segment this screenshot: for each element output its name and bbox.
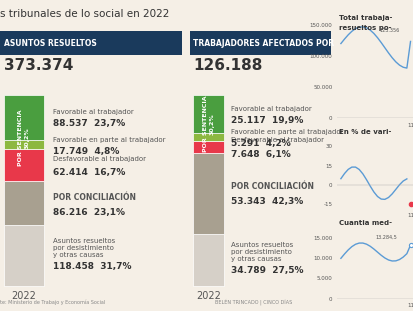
Text: Asuntos resueltos
por desistimiento
y otras causas: Asuntos resueltos por desistimiento y ot… — [231, 242, 293, 262]
Text: Favorable en parte al trabajador: Favorable en parte al trabajador — [231, 129, 343, 135]
Text: 5.291  4,2%: 5.291 4,2% — [231, 139, 290, 148]
Text: Favorable al trabajador: Favorable al trabajador — [231, 106, 311, 112]
FancyBboxPatch shape — [4, 140, 44, 149]
Text: 7.648  6,1%: 7.648 6,1% — [231, 150, 290, 159]
Text: 13.284,5: 13.284,5 — [374, 235, 396, 240]
Text: 34.789  27,5%: 34.789 27,5% — [231, 266, 303, 275]
Text: POR SENTENCIA
30,2%: POR SENTENCIA 30,2% — [203, 95, 214, 152]
FancyBboxPatch shape — [4, 95, 44, 140]
Text: En % de vari-: En % de vari- — [338, 129, 390, 136]
Text: Desfavorable al trabajador: Desfavorable al trabajador — [231, 137, 323, 143]
Text: Total trabaja-: Total trabaja- — [338, 15, 392, 21]
FancyBboxPatch shape — [4, 225, 44, 286]
Text: ASUNTOS RESUELTOS: ASUNTOS RESUELTOS — [4, 39, 96, 48]
Text: Favorable al trabajador: Favorable al trabajador — [53, 109, 133, 115]
Text: Asuntos resueltos
por desistimiento
y otras causas: Asuntos resueltos por desistimiento y ot… — [53, 238, 115, 258]
Text: POR CONCILIACIÓN: POR CONCILIACIÓN — [231, 182, 313, 191]
Text: 53.343  42,3%: 53.343 42,3% — [231, 197, 303, 207]
Text: resueltos po-: resueltos po- — [338, 25, 391, 30]
Text: Cuantia med-: Cuantia med- — [338, 220, 391, 226]
FancyBboxPatch shape — [193, 133, 224, 141]
FancyBboxPatch shape — [190, 31, 330, 55]
FancyBboxPatch shape — [0, 31, 182, 55]
FancyBboxPatch shape — [4, 149, 44, 181]
Text: te: Ministerio de Trabajo y Economía Social: te: Ministerio de Trabajo y Economía Soc… — [0, 299, 105, 305]
FancyBboxPatch shape — [193, 141, 224, 153]
Text: 2022: 2022 — [196, 291, 221, 301]
Text: POR SENTENCIA
30,2%: POR SENTENCIA 30,2% — [18, 110, 29, 166]
Text: 118.458  31,7%: 118.458 31,7% — [53, 262, 131, 271]
Text: 88.537  23,7%: 88.537 23,7% — [53, 119, 125, 128]
Text: TRABAJADORES AFECTADOS POR DESPIDOS: TRABAJADORES AFECTADOS POR DESPIDOS — [193, 39, 380, 48]
FancyBboxPatch shape — [193, 234, 224, 286]
Text: 62.414  16,7%: 62.414 16,7% — [53, 169, 125, 178]
Text: 2022: 2022 — [11, 291, 36, 301]
Text: 25.117  19,9%: 25.117 19,9% — [231, 116, 303, 125]
FancyBboxPatch shape — [193, 95, 224, 133]
Text: 86.216  23,1%: 86.216 23,1% — [53, 208, 125, 217]
Text: s tribunales de lo social en 2022: s tribunales de lo social en 2022 — [0, 9, 169, 19]
Text: BELÉN TRINCADO | CINCO DÍAS: BELÉN TRINCADO | CINCO DÍAS — [215, 298, 292, 305]
Text: Favorable en parte al trabajador: Favorable en parte al trabajador — [53, 137, 165, 143]
FancyBboxPatch shape — [193, 153, 224, 234]
FancyBboxPatch shape — [4, 181, 44, 225]
Text: POR CONCILIACIÓN: POR CONCILIACIÓN — [53, 193, 135, 202]
Text: 126.188: 126.188 — [193, 58, 262, 73]
Text: 373.374: 373.374 — [4, 58, 73, 73]
Text: 17.749  4,8%: 17.749 4,8% — [53, 147, 119, 156]
Text: 123.356: 123.356 — [379, 28, 399, 33]
Text: Desfavorable al trabajador: Desfavorable al trabajador — [53, 156, 145, 162]
